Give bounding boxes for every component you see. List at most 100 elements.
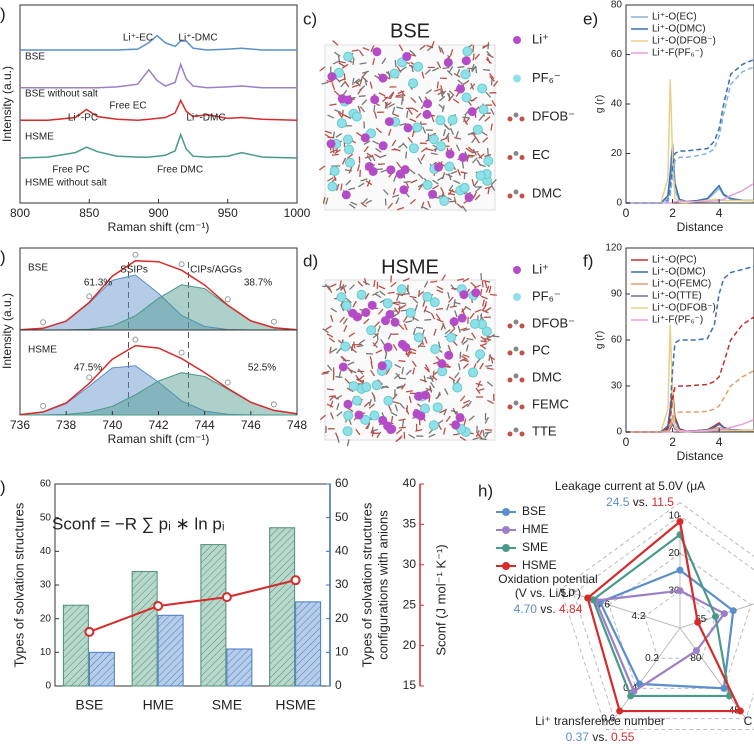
legend-label: Li⁺-O(DMC): [652, 24, 706, 35]
legend-marker: [502, 526, 510, 534]
radar-tick-label: 10: [668, 511, 680, 522]
molecule-bond: [442, 128, 446, 137]
molecule-bond: [472, 437, 480, 441]
molecule-bond: [484, 337, 492, 341]
molecule-bond: [480, 336, 487, 342]
y-tick-label: 120: [605, 243, 622, 254]
radar-tick: [700, 657, 703, 660]
molecule-bond: [398, 323, 405, 330]
anion-atom: [408, 78, 419, 89]
molecule-bond: [449, 305, 457, 308]
radar-point: [694, 618, 702, 626]
molecule-bond: [395, 94, 404, 97]
molecule-bond: [479, 288, 483, 296]
y2-axis-title: Types of solvation structures: [359, 502, 374, 667]
li-ion: [416, 411, 426, 421]
anion-atom: [477, 83, 488, 94]
radar-axis-title: Li⁺ transference number: [535, 714, 665, 728]
molecule-bond: [401, 293, 409, 296]
anion-atom: [344, 157, 355, 168]
legend-label: FEMC: [532, 396, 569, 411]
molecule-bond: [436, 285, 444, 291]
molecule-bond: [436, 61, 442, 69]
molecule-bond: [368, 403, 375, 409]
molecule-bond: [485, 364, 493, 368]
legend-label: TTE: [532, 423, 557, 438]
li-ion: [423, 99, 433, 109]
y-tick-label: 20: [611, 148, 623, 159]
molecule-bond: [423, 336, 428, 344]
radar-tick: [657, 657, 660, 660]
molecule-bond: [340, 356, 347, 362]
legend-icon: [513, 112, 519, 118]
molecule-bond: [424, 69, 431, 75]
li-ion: [377, 361, 387, 371]
legend-label: EC: [532, 147, 550, 162]
molecule-bond: [332, 60, 340, 65]
molecule-bond: [466, 337, 474, 341]
molecule-bond: [435, 307, 444, 311]
molecule-bond: [472, 191, 478, 199]
legend-icon: [513, 293, 521, 301]
molecule-bond: [373, 279, 376, 288]
li-ion: [378, 141, 388, 151]
molecule-bond: [484, 307, 492, 312]
y-tick-label: 60: [40, 479, 52, 490]
molecule-bond: [409, 198, 417, 205]
y-tick-label: 90: [611, 289, 623, 300]
molecule-bond: [364, 292, 370, 300]
molecule-bond: [394, 404, 399, 412]
data-point: [290, 575, 301, 586]
molecule-bond: [375, 127, 382, 134]
radar-grid: [608, 552, 752, 689]
molecule-bond: [330, 314, 334, 322]
y-tick-label: 80: [611, 0, 623, 11]
anion-atom: [408, 143, 419, 154]
radar-point: [729, 607, 737, 615]
molecule-bond: [387, 332, 392, 340]
molecule-bond: [335, 286, 343, 291]
line-series: [626, 265, 754, 433]
molecule-bond: [421, 71, 425, 79]
molecule-bond: [450, 284, 456, 291]
molecule-bond: [325, 325, 332, 331]
li-ion: [360, 133, 370, 143]
molecule-bond: [465, 344, 469, 352]
molecule-bond: [351, 84, 359, 88]
molecule-bond: [394, 60, 397, 68]
anion-atom: [468, 367, 479, 378]
molecule-bond: [377, 325, 381, 333]
molecule-bond: [436, 391, 441, 399]
molecule-bond: [436, 318, 444, 323]
molecule-bond: [480, 295, 488, 300]
series-label: BSE: [25, 52, 45, 63]
li-ion: [464, 193, 474, 203]
molecule-bond: [447, 344, 452, 352]
molecule-bond: [437, 341, 441, 349]
li-ion: [383, 342, 393, 352]
radar-point: [720, 610, 728, 618]
molecule-bond: [362, 198, 369, 204]
molecule-bond: [395, 436, 402, 443]
molecule-bond: [472, 132, 478, 139]
anion-atom: [422, 179, 433, 190]
molecule-bond: [423, 280, 429, 288]
molecule-bond: [373, 340, 379, 347]
molecule-bond: [328, 337, 336, 343]
molecule-bond: [448, 90, 455, 97]
molecule-bond: [401, 419, 405, 427]
molecule-bond: [417, 173, 424, 180]
radar-series: [591, 532, 731, 698]
molecule-bond: [359, 62, 367, 65]
molecule-bond: [477, 388, 485, 392]
line-series: [19, 132, 298, 159]
data-point: [40, 403, 47, 410]
x-tick-label: 742: [148, 418, 168, 432]
x-tick-label: 950: [218, 206, 238, 220]
molecule-bond: [370, 432, 378, 435]
molecule-bond: [361, 99, 368, 106]
molecule-bond: [462, 80, 470, 86]
molecule-bond: [479, 362, 484, 370]
molecule-bond: [460, 171, 468, 175]
annotation: 52.5%: [248, 363, 276, 374]
